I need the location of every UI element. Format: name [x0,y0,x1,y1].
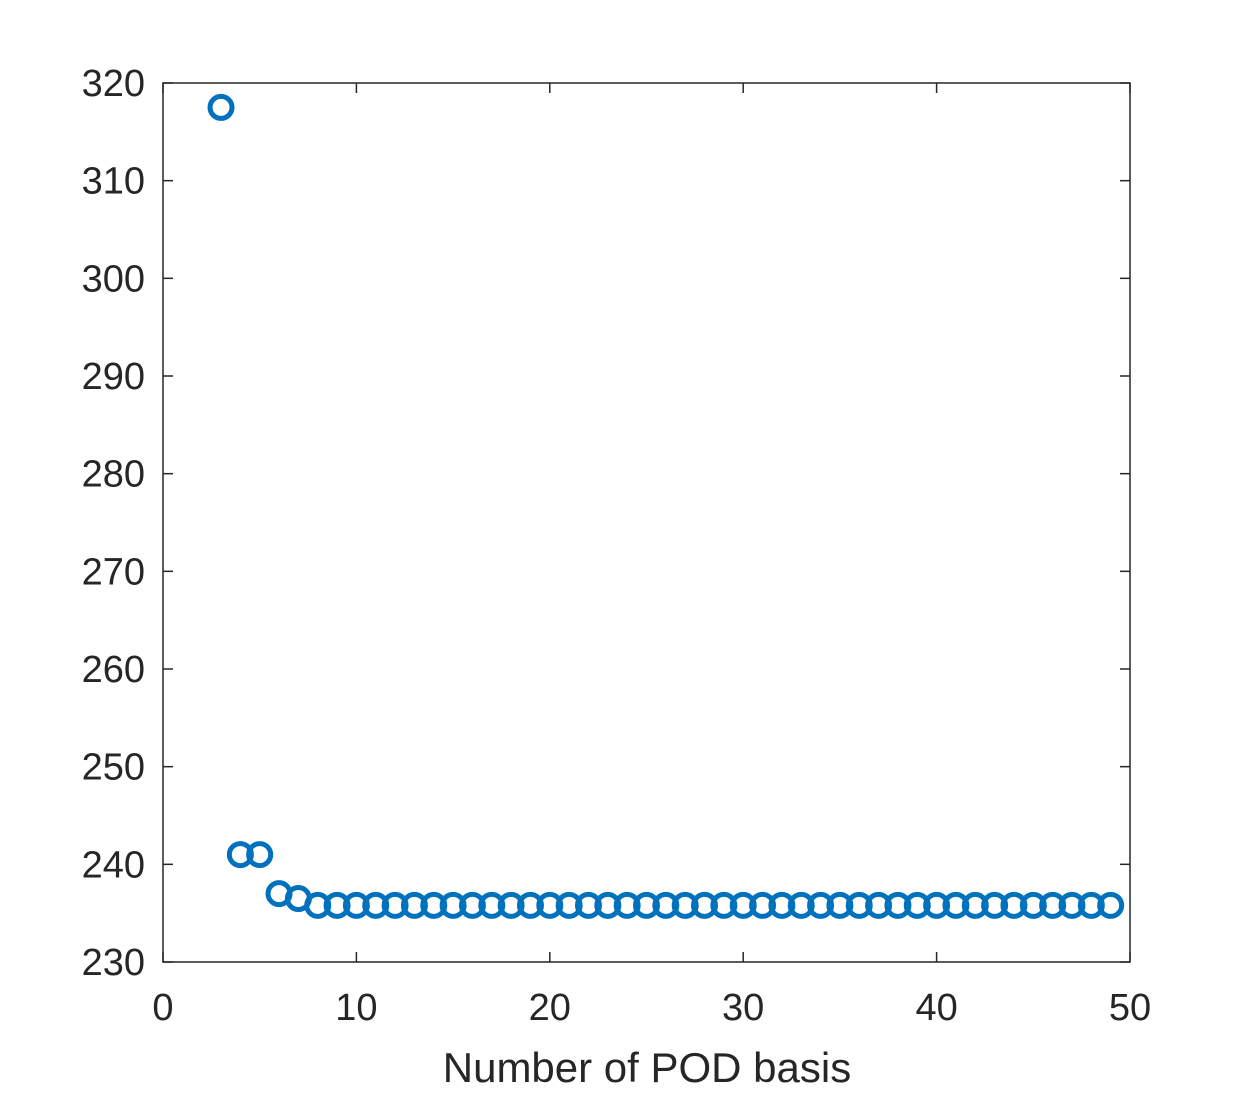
data-point [362,891,390,919]
y-tick-label: 240 [82,844,145,886]
data-point [865,891,893,919]
data-point [691,891,719,919]
data-point [226,841,254,869]
data-point [903,891,931,919]
x-tick-label: 40 [915,987,957,1029]
data-point [826,891,854,919]
y-tick-label: 320 [82,63,145,105]
data-point [516,891,544,919]
data-point [787,891,815,919]
data-points [207,93,1125,919]
data-point [342,891,370,919]
data-point [246,841,274,869]
data-point [768,891,796,919]
x-axis-label: Number of POD basis [443,1044,851,1091]
x-tick-label: 10 [335,987,377,1029]
y-tick-label: 260 [82,649,145,691]
data-point [536,891,564,919]
data-point [458,891,486,919]
data-point [574,891,602,919]
data-point [729,891,757,919]
data-point [981,891,1009,919]
x-tick-label: 20 [529,987,571,1029]
data-point [942,891,970,919]
data-point [961,891,989,919]
data-point [633,891,660,919]
data-point [1039,891,1067,919]
x-tick-label: 0 [152,987,173,1029]
data-point [594,891,622,919]
data-point [1077,891,1105,919]
data-point [304,891,332,919]
data-point [749,891,777,919]
data-point [807,891,835,919]
data-point [845,891,873,919]
y-tick-label: 270 [82,551,145,593]
data-point [400,891,428,919]
y-axis: 230 240 250 260 270 280 290 300 310 320 [82,63,1130,984]
data-point [652,891,680,919]
data-point [613,891,641,919]
data-point [1019,891,1047,919]
plot-frame [162,82,1131,963]
data-point [1058,891,1086,919]
data-point [1097,891,1125,919]
data-point [884,891,912,919]
y-tick-label: 310 [82,161,145,203]
data-point [207,93,235,121]
data-point [439,891,467,919]
data-point [671,891,699,919]
data-point [478,891,506,919]
y-tick-label: 290 [82,356,145,398]
data-point [555,891,583,919]
data-point [420,891,448,919]
data-point [323,891,351,919]
data-point [497,891,525,919]
data-point [710,891,738,919]
x-tick-label: 50 [1109,987,1151,1029]
axes-box [162,82,1131,963]
data-point [381,891,409,919]
x-tick-label: 30 [722,987,764,1029]
y-tick-label: 230 [82,942,145,984]
y-tick-label: 300 [82,258,145,300]
data-point [1000,891,1028,919]
y-tick-label: 250 [82,747,145,789]
data-point [923,891,951,919]
y-tick-label: 280 [82,454,145,496]
x-axis: 0 10 20 30 40 50 [152,83,1151,1029]
